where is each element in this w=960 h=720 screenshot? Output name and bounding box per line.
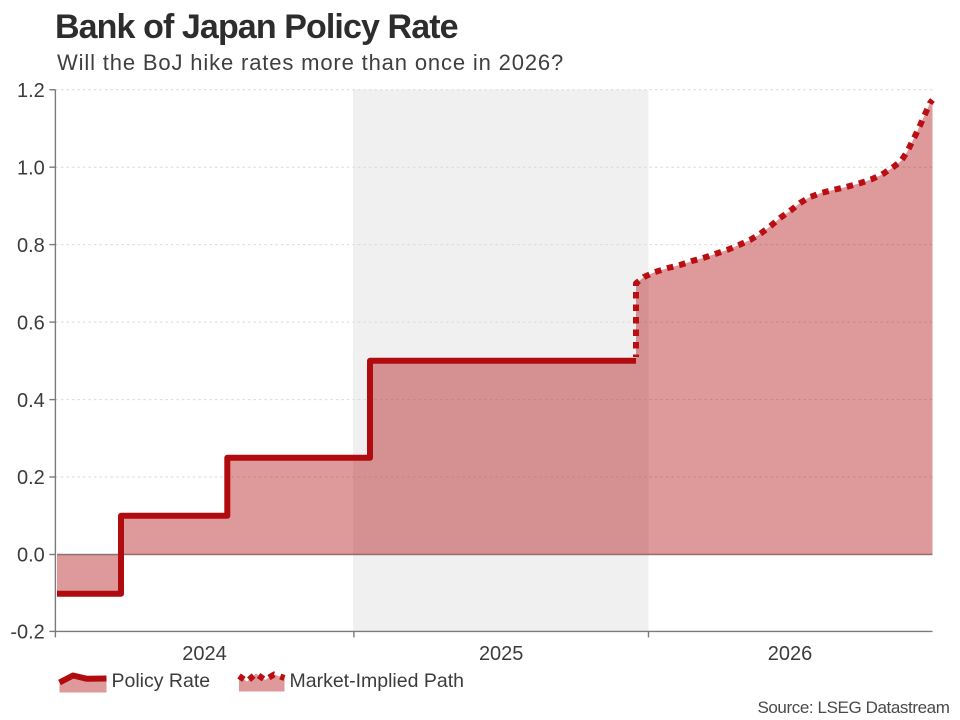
svg-text:1.0: 1.0 bbox=[17, 157, 45, 179]
svg-text:Policy Rate: Policy Rate bbox=[112, 670, 211, 692]
svg-text:Bank of Japan Policy Rate: Bank of Japan Policy Rate bbox=[55, 8, 458, 46]
svg-text:Market-Implied Path: Market-Implied Path bbox=[290, 670, 464, 692]
svg-text:Source: LSEG Datastream: Source: LSEG Datastream bbox=[757, 698, 949, 717]
svg-text:0.0: 0.0 bbox=[17, 545, 45, 567]
svg-text:-0.2: -0.2 bbox=[10, 622, 44, 644]
svg-text:Will the BoJ hike rates more t: Will the BoJ hike rates more than once i… bbox=[57, 50, 564, 75]
svg-text:1.2: 1.2 bbox=[17, 80, 45, 102]
svg-text:0.2: 0.2 bbox=[17, 467, 45, 489]
svg-text:2024: 2024 bbox=[182, 643, 227, 665]
svg-text:2025: 2025 bbox=[479, 643, 524, 665]
svg-text:2026: 2026 bbox=[768, 643, 813, 665]
svg-text:0.4: 0.4 bbox=[17, 390, 45, 412]
svg-text:0.8: 0.8 bbox=[17, 235, 45, 257]
svg-text:0.6: 0.6 bbox=[17, 312, 45, 334]
